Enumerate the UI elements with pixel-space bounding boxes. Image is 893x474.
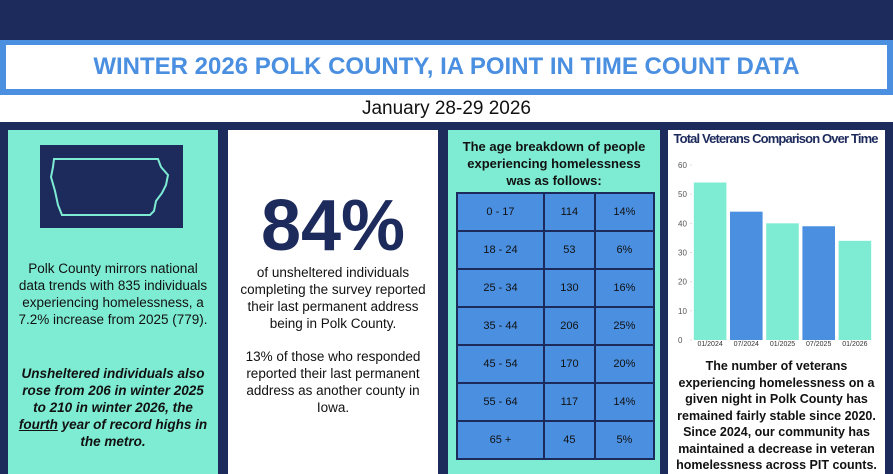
table-cell: 14% xyxy=(593,382,656,422)
x-tick-label: 01/2025 xyxy=(770,341,795,348)
text: year of record highs in the metro. xyxy=(57,417,208,449)
table-cell: 0 - 17 xyxy=(456,192,545,232)
bar xyxy=(693,182,727,340)
table-row: 65 +45 5% xyxy=(456,420,656,460)
table-row: 18 - 24 53 6% xyxy=(456,230,656,270)
date: January 28-29 2026 xyxy=(0,95,893,122)
table-cell: 114 xyxy=(542,192,596,232)
iowa-map xyxy=(40,145,183,228)
x-tick-label: 07/2024 xyxy=(734,341,759,348)
table-cell: 55 - 64 xyxy=(456,382,545,422)
y-tick-label: 20 xyxy=(678,278,687,287)
x-tick-label: 01/2024 xyxy=(697,341,722,348)
table-row: 55 - 64 117 14% xyxy=(456,382,656,422)
overview-text-2: Unsheltered individuals also rose from 2… xyxy=(16,365,210,450)
bar xyxy=(730,211,763,340)
text: fourth xyxy=(18,417,58,432)
table-cell: 130 xyxy=(542,268,596,308)
overview-text: Polk County mirrors national data trends… xyxy=(18,261,208,327)
table-cell: 45 xyxy=(542,420,596,460)
address-text-2: 13% of those who responded reported thei… xyxy=(245,349,421,415)
table-cell: 45 - 54 xyxy=(456,344,545,384)
chart: Total Veterans Comparison Over Time 0 10 2… xyxy=(674,131,879,348)
x-tick-label: 07/2025 xyxy=(806,341,831,348)
table-cell: 25% xyxy=(593,306,656,346)
y-tick-label: 0 xyxy=(678,336,683,345)
age-panel: The age breakdown of people experiencing… xyxy=(448,130,660,474)
table-cell: 20% xyxy=(593,344,656,384)
table-cell: 18 - 24 xyxy=(456,230,545,270)
age-table: 0 - 17 114 14% 18 - 24 53 6% 25 - 34 130 16% 35 -… xyxy=(456,192,656,460)
y-tick-label: 60 xyxy=(678,161,687,170)
table-cell: 14% xyxy=(593,192,656,232)
bar xyxy=(766,223,799,340)
table-cell: 206 xyxy=(542,306,596,346)
y-tick-label: 40 xyxy=(678,219,687,228)
top-band xyxy=(0,0,893,38)
table-cell: 170 xyxy=(542,344,596,384)
table-row: 0 - 17 114 14% xyxy=(456,192,656,232)
chart-title: Total Veterans Comparison Over Time xyxy=(674,131,879,146)
title: WINTER 2026 POLK COUNTY, IA POINT IN TIM… xyxy=(6,45,887,89)
overview-panel: Polk County mirrors national data trends… xyxy=(8,130,218,474)
table-cell: 53 xyxy=(542,230,596,270)
bar xyxy=(802,226,835,340)
table-cell: 6% xyxy=(593,230,656,270)
age-heading: The age breakdown of people experiencing… xyxy=(462,139,646,188)
table-row: 25 - 34 130 16% xyxy=(456,268,656,308)
veterans-panel: Total Veterans Comparison Over Time 0 10 2… xyxy=(668,130,885,474)
table-cell: 16% xyxy=(593,268,656,308)
address-panel: 84% of unsheltered individuals completin… xyxy=(228,130,438,474)
table: 0 - 17 114 14% 18 - 24 53 6% 25 - 34 130 16% 35 -… xyxy=(456,192,656,460)
table-cell: 25 - 34 xyxy=(456,268,545,308)
veterans-text: The number of veterans experiencing home… xyxy=(676,359,877,472)
address-text: of unsheltered individuals completing th… xyxy=(240,265,426,331)
table-cell: 117 xyxy=(542,382,596,422)
table-cell: 35 - 44 xyxy=(456,306,545,346)
big-number: 84% xyxy=(260,186,406,266)
y-tick-label: 50 xyxy=(678,190,687,199)
table-row: 45 - 54 170 20% xyxy=(456,344,656,384)
table-cell: 5% xyxy=(593,420,656,460)
bar xyxy=(838,240,872,340)
text: Unsheltered individuals also rose from 2… xyxy=(21,366,205,415)
y-tick-label: 10 xyxy=(678,307,687,316)
y-tick-label: 30 xyxy=(678,249,687,258)
table-row: 35 - 44 206 25% xyxy=(456,306,656,346)
table-cell: 65 + xyxy=(456,420,545,460)
x-tick-label: 01/2026 xyxy=(842,341,867,348)
